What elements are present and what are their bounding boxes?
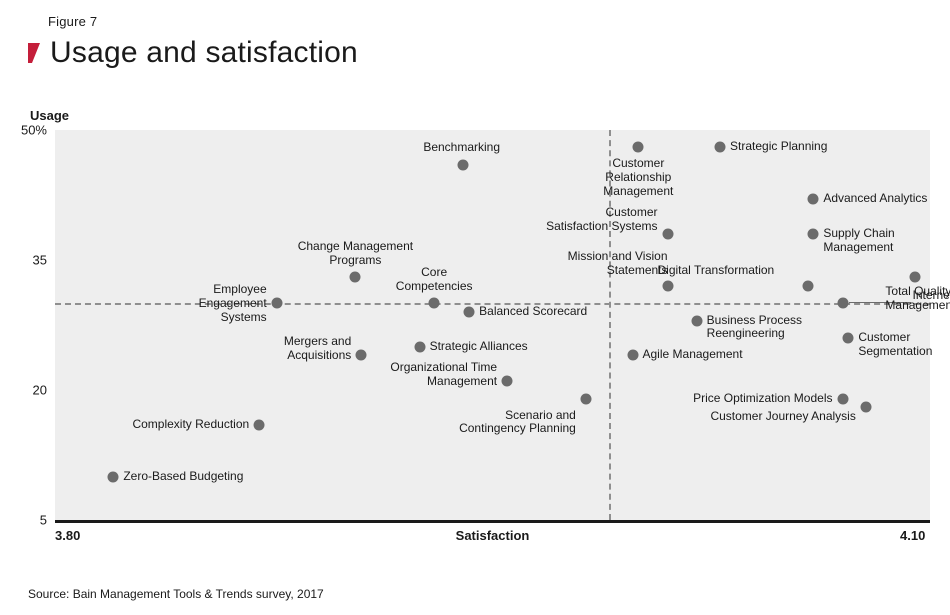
data-point-label: CustomerSatisfaction Systems xyxy=(528,206,658,234)
brand-glyph-icon xyxy=(28,43,44,63)
y-tick-label: 35 xyxy=(33,253,47,268)
data-point xyxy=(860,402,871,413)
data-point xyxy=(808,229,819,240)
x-axis-title: Satisfaction xyxy=(456,528,530,543)
y-axis-title: Usage xyxy=(30,108,69,123)
x-tick-label: 4.10 xyxy=(900,528,925,543)
data-point xyxy=(108,471,119,482)
data-point xyxy=(254,419,265,430)
data-point xyxy=(356,350,367,361)
figure-number-label: Figure 7 xyxy=(48,14,97,29)
data-point-label: Zero-Based Budgeting xyxy=(123,470,243,484)
scatter-plot-area: Satisfaction 5203550%3.804.10Zero-Based … xyxy=(55,130,930,523)
y-tick-label: 50% xyxy=(21,123,47,138)
data-point-label: Advanced Analytics xyxy=(823,192,927,206)
data-point xyxy=(910,272,921,283)
data-point-label: Agile Management xyxy=(643,348,743,362)
data-point xyxy=(271,298,282,309)
data-point-label: CoreCompetencies xyxy=(384,266,484,294)
data-point-label: Mergers andAcquisitions xyxy=(261,335,351,363)
data-point xyxy=(843,333,854,344)
data-point-label: Complexity Reduction xyxy=(132,418,249,432)
data-point xyxy=(691,315,702,326)
y-tick-label: 20 xyxy=(33,383,47,398)
data-point-label: Strategic Alliances xyxy=(430,340,528,354)
data-point-label: Balanced Scorecard xyxy=(479,305,587,319)
data-point-label: Business ProcessReengineering xyxy=(707,314,827,342)
data-point-label: Strategic Planning xyxy=(730,140,827,154)
data-point xyxy=(808,194,819,205)
data-point-label: EmployeeEngagementSystems xyxy=(187,283,267,324)
data-point xyxy=(627,350,638,361)
data-point-label: Price Optimization Models xyxy=(693,392,832,406)
y-tick-label: 5 xyxy=(40,513,47,528)
title-row: Usage and satisfaction xyxy=(28,36,358,70)
data-point-label: Organizational TimeManagement xyxy=(357,361,497,389)
data-point-label: CustomerRelationshipManagement xyxy=(593,157,683,198)
figure-container: Figure 7 Usage and satisfaction Usage Sa… xyxy=(0,0,950,615)
data-point xyxy=(633,142,644,153)
data-point-label: Digital Transformation xyxy=(658,264,808,278)
data-point-label: Mission and VisionStatements xyxy=(548,250,668,278)
data-point-label: CustomerSegmentation xyxy=(858,331,950,359)
data-point-label: Scenario andContingency Planning xyxy=(426,409,576,437)
data-point xyxy=(715,142,726,153)
data-point xyxy=(802,281,813,292)
x-tick-label: 3.80 xyxy=(55,528,80,543)
data-point xyxy=(464,307,475,318)
data-point xyxy=(662,229,673,240)
chart-title: Usage and satisfaction xyxy=(50,36,358,70)
data-point xyxy=(837,298,848,309)
data-point xyxy=(502,376,513,387)
data-point-label: Change ManagementPrograms xyxy=(285,240,425,268)
data-point xyxy=(580,393,591,404)
data-point xyxy=(350,272,361,283)
data-point-label: Customer Journey Analysis xyxy=(710,410,855,424)
data-point xyxy=(662,281,673,292)
data-point xyxy=(429,298,440,309)
data-point-label: Total QualityManagement xyxy=(885,285,950,313)
data-point xyxy=(837,393,848,404)
source-footnote: Source: Bain Management Tools & Trends s… xyxy=(28,587,324,601)
data-point xyxy=(414,341,425,352)
data-point xyxy=(458,159,469,170)
data-point-label: Supply ChainManagement xyxy=(823,227,923,255)
data-point-label: Benchmarking xyxy=(423,141,500,155)
